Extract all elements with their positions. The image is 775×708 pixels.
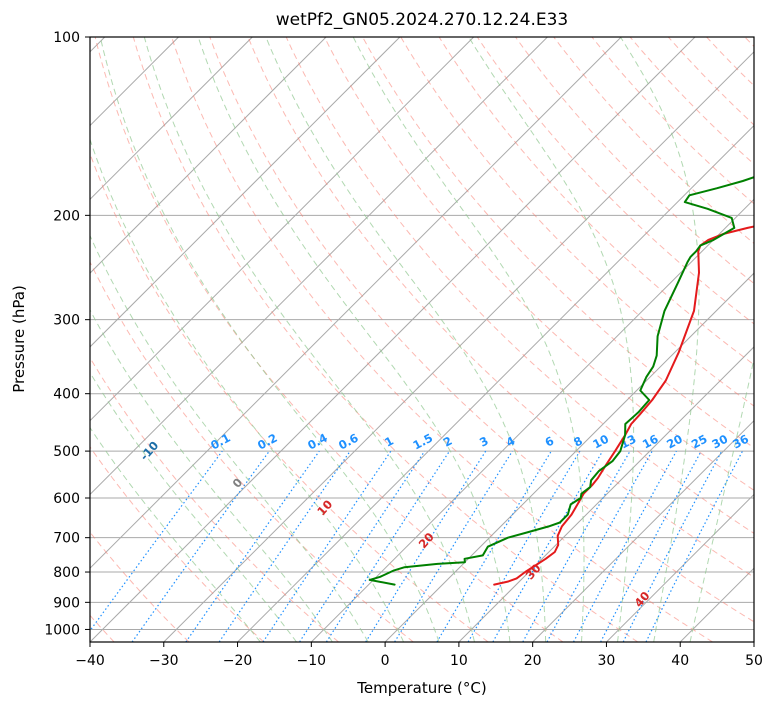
mixing-ratio-label: 16 bbox=[640, 432, 661, 452]
moist-adiabat bbox=[90, 234, 369, 642]
profile-series bbox=[368, 176, 754, 586]
isotherm-line bbox=[90, 37, 327, 274]
x-tick-label: 40 bbox=[671, 653, 689, 669]
x-tick-label: −10 bbox=[297, 653, 327, 669]
isotherm-line bbox=[532, 419, 754, 642]
moist-adiabat bbox=[265, 37, 547, 642]
isotherm-grid bbox=[90, 37, 754, 642]
isotherm-line bbox=[90, 37, 475, 422]
y-tick-label: 800 bbox=[53, 565, 80, 581]
mixing-ratio-label: 30 bbox=[709, 432, 730, 452]
isotherm-line bbox=[90, 37, 253, 201]
y-axis-title: Pressure (hPa) bbox=[10, 285, 28, 393]
dry-adiabat bbox=[209, 37, 754, 623]
y-tick-label: 100 bbox=[53, 30, 80, 46]
isotherm-line bbox=[458, 346, 754, 642]
isotherm-line bbox=[163, 51, 754, 642]
dry-adiabat bbox=[515, 37, 754, 285]
y-tick-label: 400 bbox=[53, 387, 80, 403]
mixing-ratio-line bbox=[90, 450, 223, 632]
moist-adiabat bbox=[689, 356, 754, 642]
isotherm-line bbox=[237, 124, 754, 642]
plot-area: 0.1 0.2 0.4 0.6 1 1.5 2 3 4 6 8 10 13 16 20 25 30 36 -100… bbox=[90, 37, 754, 642]
isotherm-line bbox=[90, 37, 622, 569]
mixing-ratio-line bbox=[645, 450, 744, 642]
dry-adiabat bbox=[285, 37, 754, 534]
dry-adiabat bbox=[90, 446, 265, 642]
x-tick-label: 0 bbox=[381, 653, 390, 669]
mixing-ratio-label: 25 bbox=[689, 432, 710, 452]
isotherm-line bbox=[90, 37, 548, 496]
plot-frame bbox=[89, 36, 755, 643]
moist-adiabat bbox=[90, 371, 297, 642]
y-tick-label: 1000 bbox=[44, 622, 80, 638]
dry-adiabat bbox=[90, 356, 339, 642]
dry-adiabat bbox=[171, 37, 713, 642]
temperature-profile bbox=[493, 225, 754, 586]
x-tick-label: 10 bbox=[450, 653, 468, 669]
dry-adiabat bbox=[323, 37, 754, 491]
moist-adiabat bbox=[197, 37, 511, 642]
isobar-grid bbox=[90, 37, 754, 630]
dry-adiabat bbox=[90, 260, 414, 642]
x-tick-label: −30 bbox=[149, 653, 179, 669]
y-tick-label: 200 bbox=[53, 208, 80, 224]
mixing-ratio-line bbox=[185, 450, 320, 642]
mixing-ratio-label: 13 bbox=[618, 432, 639, 452]
x-tick-label: −40 bbox=[75, 653, 105, 669]
x-tick-label: 30 bbox=[598, 653, 616, 669]
mixing-ratio-label: 10 bbox=[590, 432, 611, 452]
isotherm-line bbox=[90, 37, 401, 348]
x-tick-label: 20 bbox=[524, 653, 542, 669]
dry-adiabats bbox=[90, 37, 754, 642]
mixing-ratio-line bbox=[522, 450, 631, 642]
chart-title: wetPf2_GN05.2024.270.12.24.E33 bbox=[276, 10, 568, 30]
dry-adiabat bbox=[132, 37, 639, 642]
isotherm-line bbox=[384, 272, 754, 642]
x-axis-title: Temperature (°C) bbox=[356, 679, 486, 697]
y-tick-label: 900 bbox=[53, 595, 80, 611]
dry-adiabat bbox=[438, 37, 754, 366]
y-axis: 100 200 300 400 500 600 700 800 900 1000 bbox=[44, 30, 90, 638]
moist-adiabat bbox=[90, 137, 405, 642]
x-axis: −40 −30 −20 −10 0 10 20 30 40 50 bbox=[75, 642, 763, 669]
mixing-ratio-line bbox=[546, 450, 653, 642]
moist-adiabat bbox=[90, 308, 333, 642]
mixing-ratio-line bbox=[262, 450, 392, 642]
mixing-ratio-line bbox=[325, 450, 450, 642]
isotherm-line bbox=[606, 493, 754, 642]
dry-adiabat bbox=[476, 37, 754, 325]
dry-adiabat bbox=[247, 37, 754, 578]
y-tick-label: 500 bbox=[53, 444, 80, 460]
y-tick-label: 600 bbox=[53, 491, 80, 507]
mixing-ratio-line bbox=[218, 450, 351, 642]
moist-adiabat bbox=[352, 37, 585, 642]
moist-adiabat bbox=[99, 37, 440, 642]
moist-adiabat bbox=[90, 426, 261, 642]
dry-adiabat bbox=[94, 37, 564, 642]
y-tick-label: 700 bbox=[53, 531, 80, 547]
mixing-ratio-line bbox=[131, 450, 270, 642]
mixing-ratio-label: 36 bbox=[730, 432, 751, 452]
mixing-ratio-line bbox=[394, 450, 513, 642]
y-tick-label: 300 bbox=[53, 313, 80, 329]
moist-adiabat bbox=[143, 37, 475, 642]
mixing-ratio-line bbox=[299, 450, 426, 642]
isotherm-line bbox=[90, 37, 696, 642]
x-tick-label: 50 bbox=[745, 653, 763, 669]
dewpoint-profile bbox=[368, 176, 754, 586]
mixing-ratio-label: 20 bbox=[664, 432, 685, 452]
x-tick-label: −20 bbox=[223, 653, 253, 669]
mixing-ratio-line bbox=[572, 450, 677, 642]
